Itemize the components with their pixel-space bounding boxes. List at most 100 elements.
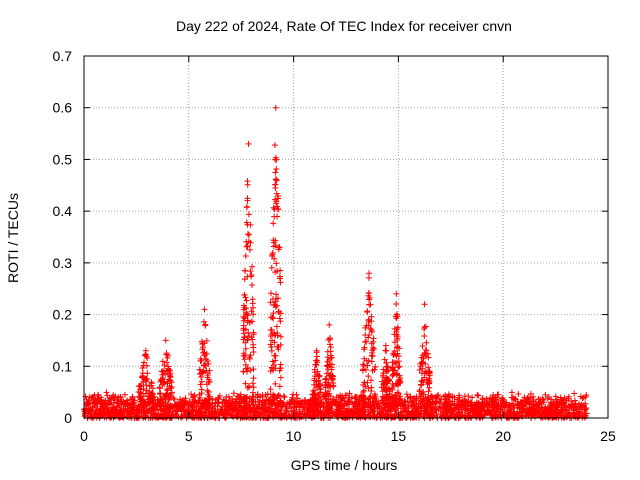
data-point xyxy=(244,319,251,326)
data-point xyxy=(281,413,288,420)
data-point xyxy=(327,372,334,379)
data-point xyxy=(489,396,496,403)
data-point xyxy=(393,301,400,308)
data-point xyxy=(543,409,550,416)
data-point xyxy=(446,414,453,421)
data-point xyxy=(244,231,251,238)
x-tick-label: 5 xyxy=(185,428,193,444)
data-point xyxy=(383,400,390,407)
y-tick-label: 0 xyxy=(64,410,72,426)
data-point xyxy=(248,399,255,406)
data-point xyxy=(110,411,117,418)
data-point xyxy=(389,372,396,379)
data-point xyxy=(475,392,482,399)
data-point xyxy=(296,410,303,417)
data-point xyxy=(422,323,429,330)
data-point xyxy=(315,410,322,417)
data-point xyxy=(201,352,208,359)
data-point xyxy=(387,408,394,415)
data-point xyxy=(205,391,212,398)
x-tick-label: 10 xyxy=(286,428,302,444)
data-point xyxy=(204,387,211,394)
data-point xyxy=(545,393,552,400)
data-point xyxy=(163,386,170,393)
data-point xyxy=(394,324,401,331)
data-point xyxy=(267,386,274,393)
data-point xyxy=(124,408,131,415)
data-point xyxy=(495,391,502,398)
data-point xyxy=(250,331,257,338)
data-point xyxy=(364,309,371,316)
data-point xyxy=(148,382,155,389)
data-point xyxy=(421,333,428,340)
data-point xyxy=(137,383,144,390)
data-point xyxy=(424,378,431,385)
data-point xyxy=(106,400,113,407)
data-point xyxy=(422,353,429,360)
data-point xyxy=(506,401,513,408)
data-point xyxy=(199,370,206,377)
data-point xyxy=(420,388,427,395)
data-point xyxy=(81,410,88,417)
data-point xyxy=(290,391,296,398)
data-point xyxy=(359,402,366,409)
data-point xyxy=(274,402,281,409)
data-point xyxy=(249,318,256,325)
data-point xyxy=(462,405,469,412)
data-point xyxy=(368,387,375,394)
data-point xyxy=(325,366,332,373)
data-point xyxy=(87,408,94,415)
data-point xyxy=(577,393,584,400)
data-point xyxy=(576,400,583,407)
data-point xyxy=(258,402,265,409)
data-point xyxy=(451,405,458,412)
data-point xyxy=(361,346,368,353)
data-point xyxy=(419,342,426,349)
data-point xyxy=(403,391,410,398)
data-point xyxy=(271,332,278,339)
data-point xyxy=(383,368,390,375)
data-point xyxy=(490,391,497,398)
data-point xyxy=(390,397,397,404)
data-point xyxy=(242,395,249,402)
data-point xyxy=(142,352,149,359)
data-point xyxy=(419,377,426,384)
data-point xyxy=(168,379,175,386)
data-point xyxy=(249,263,256,270)
chart-title: Day 222 of 2024, Rate Of TEC Index for r… xyxy=(176,18,512,34)
data-series-roti xyxy=(81,104,590,421)
data-point xyxy=(455,398,462,405)
data-point xyxy=(288,404,295,411)
data-point xyxy=(244,242,251,249)
data-point xyxy=(413,410,420,417)
data-point xyxy=(152,410,159,417)
data-point xyxy=(188,402,195,409)
data-point xyxy=(168,402,175,409)
data-point xyxy=(536,404,543,411)
data-point xyxy=(539,395,546,402)
data-point xyxy=(400,408,407,415)
data-point xyxy=(384,375,391,382)
data-point xyxy=(242,326,249,333)
data-point xyxy=(149,406,156,413)
y-tick-label: 0.7 xyxy=(53,48,73,64)
data-point xyxy=(351,399,358,406)
data-point xyxy=(369,367,376,374)
data-point xyxy=(240,336,247,343)
data-point xyxy=(139,365,146,372)
data-point xyxy=(417,361,424,368)
data-point xyxy=(244,178,251,185)
data-point xyxy=(508,389,515,396)
data-point xyxy=(327,352,334,359)
data-point xyxy=(308,414,315,421)
data-point xyxy=(423,407,430,414)
data-point xyxy=(267,327,274,334)
data-point xyxy=(146,400,153,407)
data-point xyxy=(275,195,282,202)
data-point xyxy=(192,398,199,405)
data-point xyxy=(501,409,508,416)
data-point xyxy=(188,391,195,398)
data-point xyxy=(310,392,317,399)
data-point xyxy=(129,393,136,400)
y-tick-label: 0.6 xyxy=(53,100,73,116)
